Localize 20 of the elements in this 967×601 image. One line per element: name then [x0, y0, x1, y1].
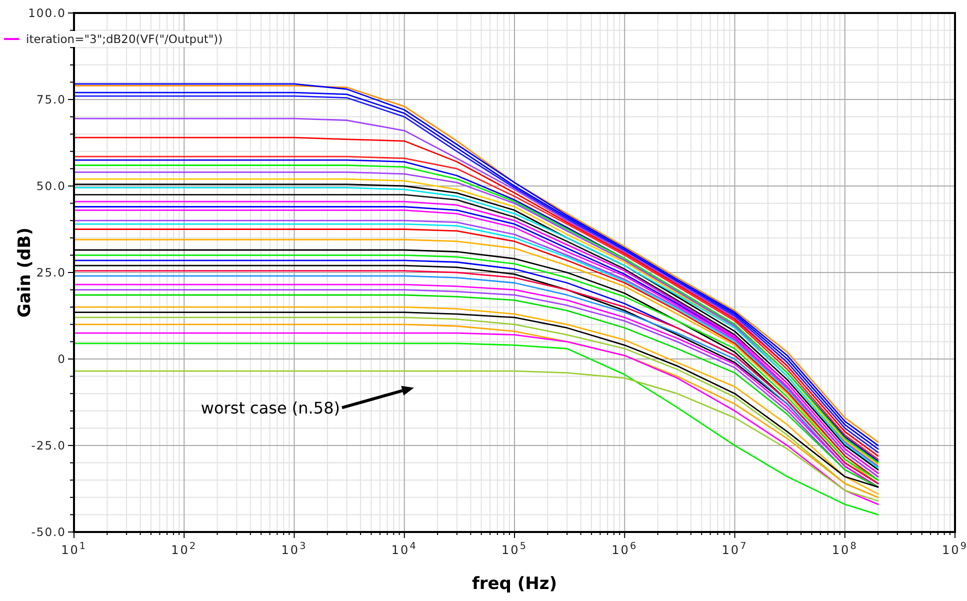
x-tick-label: 10$^{2}$ [171, 540, 198, 557]
x-tick-label: 10$^{9}$ [942, 540, 967, 557]
x-tick-label: 10$^{4}$ [391, 540, 418, 557]
x-tick-label: 10$^{3}$ [281, 540, 308, 557]
y-tick-label: 50.0 [36, 179, 66, 194]
y-tick-label: 0 [58, 352, 66, 366]
x-tick-label: 10$^{1}$ [61, 540, 87, 557]
x-tick-label: 10$^{5}$ [502, 540, 528, 557]
y-tick-label: -50.0 [31, 525, 66, 540]
x-tick-label: 10$^{8}$ [832, 540, 858, 557]
y-tick-label: -25.0 [31, 438, 66, 453]
y-axis-title: Gain (dB) [15, 228, 35, 318]
x-axis-title: freq (Hz) [472, 574, 558, 594]
y-tick-label: 25.0 [36, 266, 66, 280]
y-tick-label: 75.0 [36, 92, 66, 107]
annotation: worst case (n.58) [200, 398, 340, 418]
y-tick-label: 100.0 [28, 6, 66, 20]
x-tick-label: 10$^{7}$ [722, 540, 748, 557]
x-tick-label: 10$^{6}$ [612, 540, 638, 557]
legend-label: iteration="3";dB20(VF("/Output")) [26, 32, 223, 46]
